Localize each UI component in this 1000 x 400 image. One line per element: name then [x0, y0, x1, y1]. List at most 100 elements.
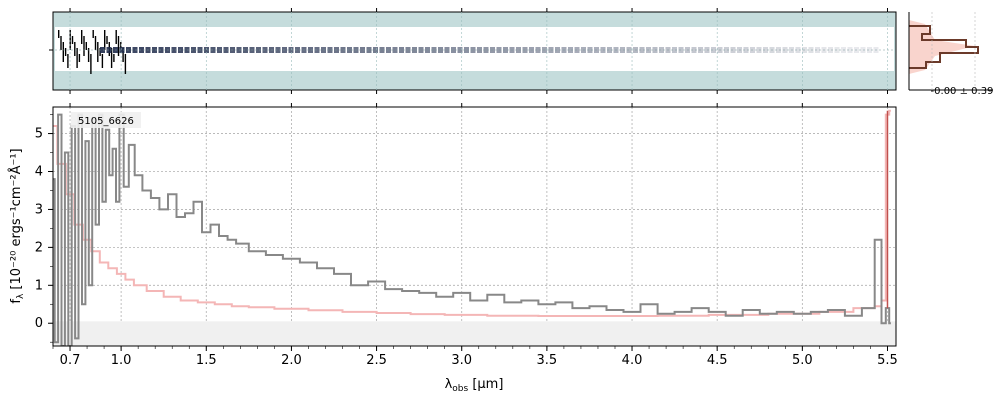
x-tick-label: 4.0	[622, 353, 643, 368]
spectrum-2d-trace-pixel	[256, 47, 261, 53]
axis-ticks	[48, 103, 888, 351]
spectrum-2d-trace-pixel	[815, 47, 820, 53]
spectrum-2d-pixel	[113, 54, 115, 62]
spectrum-2d-trace-pixel	[711, 47, 716, 53]
spectrum-2d-pixel	[83, 36, 85, 56]
spectrum-2d-panel	[49, 8, 897, 94]
spectrum-2d-trace-pixel	[659, 47, 664, 53]
spectrum-2d-trace-pixel	[139, 47, 144, 53]
spectrum-2d-trace-pixel	[275, 47, 281, 53]
spectrum-2d-pixel	[97, 42, 99, 62]
zero-level-band	[53, 321, 896, 346]
spectrum-2d-trace-pixel	[503, 47, 508, 53]
spectrum-2d-pixel	[74, 42, 76, 56]
object-id-label: 5105_6626	[78, 116, 134, 127]
y-tick-label: 2	[35, 240, 43, 255]
spectrum-2d-trace-pixel	[828, 47, 833, 53]
spectrum-2d-trace-pixel	[360, 47, 365, 53]
y-tick-label: 0	[35, 316, 43, 331]
spectrum-2d-trace-pixel	[100, 47, 105, 53]
spectrum-2d-trace-pixel	[587, 47, 593, 53]
zero-band	[53, 321, 896, 346]
x-tick-label: 2.0	[281, 353, 302, 368]
y-tick-label: 5	[35, 127, 43, 142]
spectrum-2d-pixel	[90, 54, 92, 74]
spectrum-2d-trace-pixel	[672, 47, 677, 53]
spectrum-2d-trace-pixel	[639, 47, 645, 53]
spectrum-2d-trace-pixel	[620, 47, 625, 53]
spectrum-2d-pixel	[92, 30, 94, 38]
x-tick-label: 2.5	[366, 353, 387, 368]
x-tick-label: 1.5	[196, 353, 217, 368]
spectrum-2d-trace-pixel	[295, 47, 300, 53]
spectrum-2d-trace-pixel	[867, 47, 872, 53]
x-tick-label: 4.5	[707, 353, 728, 368]
spectrum-2d-trace-pixel	[431, 47, 437, 53]
x-axis-label: λobs [μm]	[445, 377, 504, 394]
spectrum-2d-trace-pixel	[223, 47, 229, 53]
histogram-panel: -0.00 ± 0.39	[908, 12, 994, 97]
spectrum-2d-pixel	[110, 48, 113, 68]
spectrum-2d-trace-pixel	[243, 47, 248, 53]
residual-histogram	[908, 12, 993, 91]
y-tick-label: 4	[35, 164, 43, 179]
x-tick-label: 1.0	[111, 353, 132, 368]
spectrum-2d-trace-pixel	[847, 47, 853, 53]
spectrum-2d-trace-pixel	[795, 47, 801, 53]
spectrum-2d-trace-pixel	[743, 47, 749, 53]
spectrum-2d-pixel	[85, 42, 87, 50]
spectrum-2d-ticks	[49, 8, 888, 94]
observed-spectrum-line	[53, 113, 891, 346]
spectrum-2d-pixel	[62, 42, 64, 62]
spectrum-2d-trace-pixel	[327, 47, 333, 53]
spectrum-2d-trace-pixel	[119, 47, 125, 53]
spectrum-2d-trace-pixel	[379, 47, 385, 53]
object-id-box	[71, 112, 141, 128]
spectrum-2d-pixel	[71, 36, 74, 44]
y-tick-label: 1	[35, 278, 43, 293]
spectrum-2d-pixel	[81, 30, 83, 44]
spectrum-2d-pixel	[58, 30, 60, 38]
spectrum-1d-panel: 5105_6626	[48, 103, 897, 351]
spectrum-2d-pixel	[124, 54, 127, 74]
y-tick-labels: 0 1 2 3 4 5	[35, 127, 43, 332]
x-tick-label: 0.7	[60, 353, 81, 368]
spectrum-2d-trace-pixel	[691, 47, 697, 53]
spectrum-2d-pixel	[104, 30, 106, 50]
spectrum-2d-pixel	[120, 42, 122, 50]
spectrum-2d-pixel	[60, 36, 62, 50]
spectrum-2d-pixel	[64, 48, 67, 56]
spectrum-2d-pixel	[76, 48, 78, 68]
spectrum-2d-trace-pixel	[483, 47, 489, 53]
x-tick-label: 3.5	[537, 353, 558, 368]
histogram-label: -0.00 ± 0.39	[931, 86, 994, 97]
spectrum-2d-trace-pixel	[171, 47, 177, 53]
spectrum-2d-trace-pixel	[535, 47, 541, 53]
spectrum-2d-trace-pixel	[347, 47, 352, 53]
spectrum-2d-pixel	[67, 54, 69, 68]
spectrum-2d-trace-pixel	[516, 47, 521, 53]
spectrum-2d-image	[55, 27, 894, 74]
spectrum-2d-trace-pixel	[191, 47, 196, 53]
model-spectrum-line	[53, 109, 891, 317]
spectrum-2d-trace-pixel	[607, 47, 612, 53]
spectrum-2d-trace-pixel	[724, 47, 729, 53]
spectrum-2d-pixel	[94, 36, 97, 50]
spectrum-2d-trace-pixel	[451, 47, 456, 53]
spectrum-2d-pixel	[117, 36, 120, 56]
x-tick-label: 5.0	[792, 353, 813, 368]
spectrum-2d-trace-pixel	[308, 47, 313, 53]
x-tick-label: 5.5	[877, 353, 898, 368]
spectrum-2d-trace-pixel	[399, 47, 404, 53]
spectrum-2d-pixel	[101, 54, 104, 68]
x-tick-labels: 0.7 1.0 1.5 2.0 2.5 3.0 3.5 4.0 4.5 5.0 5.5	[60, 353, 898, 368]
series-layer	[53, 109, 891, 346]
spectrum-2d-pixel	[115, 30, 117, 44]
y-tick-label: 3	[35, 202, 43, 217]
spectrum-2d-trace-pixel	[464, 47, 469, 53]
plot-area	[53, 107, 896, 346]
plot-frame	[52, 106, 897, 347]
y-axis-label: fλ [10⁻²⁰ ergs⁻¹cm⁻²Å⁻¹]	[8, 148, 26, 303]
spectrum-2d-pixel	[122, 48, 124, 62]
